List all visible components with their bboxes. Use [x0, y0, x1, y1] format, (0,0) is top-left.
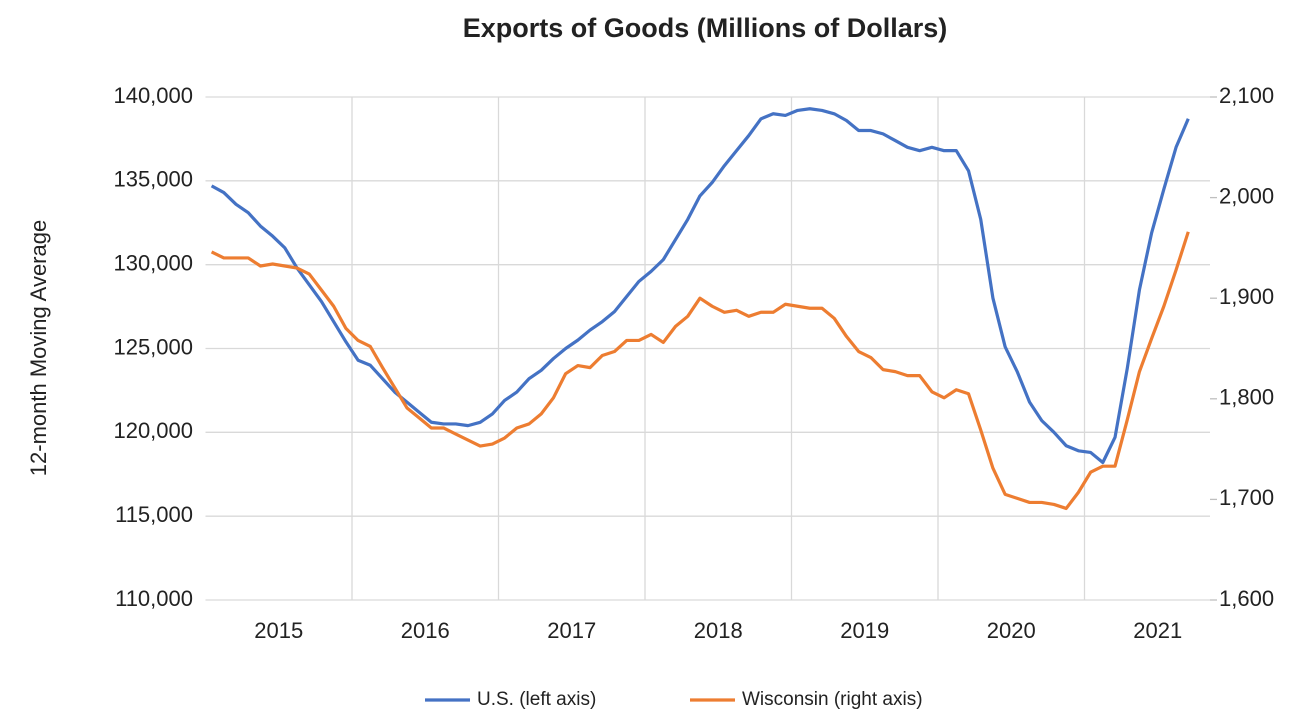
y-tick-label: 130,000: [113, 250, 193, 275]
y2-tick-label: 1,800: [1219, 385, 1274, 410]
chart-title: Exports of Goods (Millions of Dollars): [463, 13, 948, 43]
x-tick-label: 2020: [987, 618, 1036, 643]
legend-label: U.S. (left axis): [477, 689, 596, 710]
x-tick-label: 2015: [254, 618, 303, 643]
series-line: [210, 107, 1190, 465]
legend-label: Wisconsin (right axis): [742, 689, 923, 710]
y-tick-label: 135,000: [113, 167, 193, 192]
y2-tick-label: 1,600: [1219, 586, 1274, 611]
x-tick-label: 2019: [840, 618, 889, 643]
y-tick-label: 120,000: [113, 418, 193, 443]
x-tick-label: 2016: [401, 618, 450, 643]
x-tick-label: 2018: [694, 618, 743, 643]
y2-tick-label: 2,100: [1219, 83, 1274, 108]
y2-tick-label: 2,000: [1219, 183, 1274, 208]
y-axis-title: 12-month Moving Average: [26, 220, 51, 476]
series-line: [210, 231, 1190, 511]
y-tick-label: 125,000: [113, 334, 193, 359]
y-tick-label: 110,000: [115, 586, 193, 611]
y2-tick-label: 1,900: [1219, 284, 1274, 309]
x-tick-label: 2021: [1133, 618, 1182, 643]
y2-tick-label: 1,700: [1219, 485, 1274, 510]
y-tick-label: 115,000: [115, 502, 193, 527]
x-tick-label: 2017: [547, 618, 596, 643]
y-tick-label: 140,000: [113, 83, 193, 108]
